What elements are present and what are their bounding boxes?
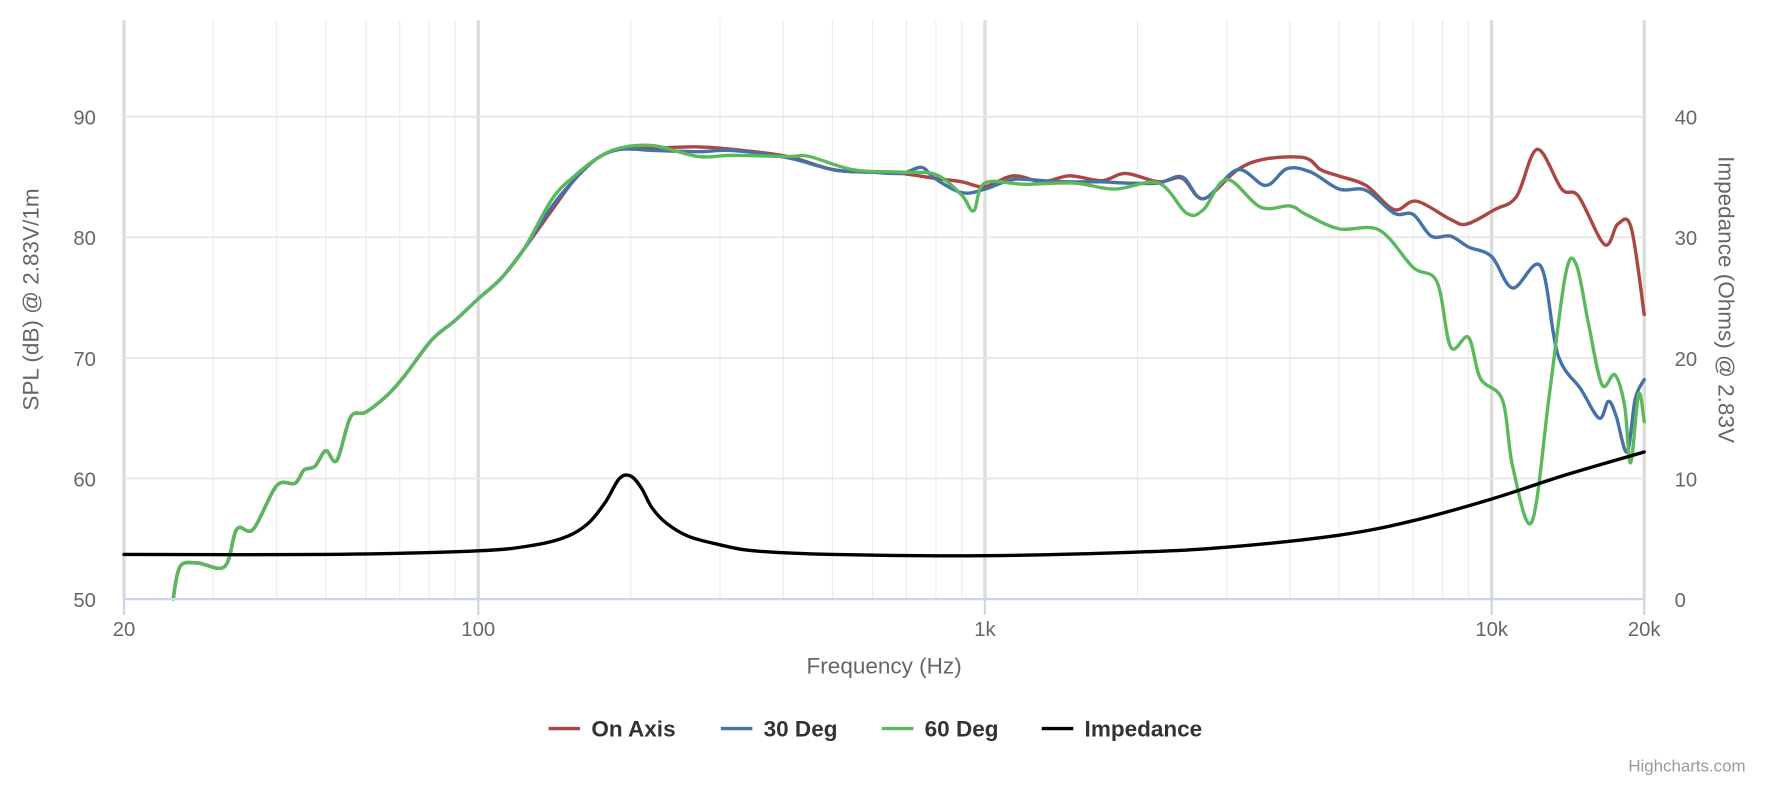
legend-label: 60 Deg (925, 716, 999, 741)
y2-axis-title: Impedance (Ohms) @ 2.83V (1714, 156, 1739, 443)
y2-tick-label: 30 (1675, 228, 1698, 250)
series-line-30-deg (171, 147, 1646, 601)
x-tick-label: 10k (1475, 619, 1509, 641)
y-tick-label: 60 (73, 469, 96, 491)
x-tick-label: 20 (113, 619, 136, 641)
x-tick-label: 1k (974, 619, 996, 641)
credit-link[interactable]: Highcharts.com (1628, 756, 1745, 775)
legend-item-on-axis[interactable]: On Axis (548, 716, 676, 741)
y2-tick-label: 10 (1675, 469, 1698, 491)
series-line-60-deg (171, 143, 1646, 601)
legend-label: On Axis (591, 716, 675, 741)
grid (122, 20, 1646, 600)
y-tick-label: 80 (73, 228, 96, 250)
series-line-impedance (122, 450, 1646, 558)
y-tick-label: 50 (73, 590, 96, 612)
legend: On Axis 30 Deg 60 Deg Impedance (548, 716, 1203, 741)
legend-item-60-deg[interactable]: 60 Deg (881, 716, 999, 741)
y2-tick-label: 20 (1675, 349, 1698, 371)
y2-tick-label: 0 (1675, 590, 1686, 612)
axes: 20 100 1k 10k 20k 50 60 70 80 90 0 10 20 30 40 (73, 108, 1697, 642)
series-line-on-axis (171, 145, 1646, 601)
legend-item-impedance[interactable]: Impedance (1041, 716, 1203, 741)
y-tick-label: 90 (73, 108, 96, 130)
x-axis-title: Frequency (Hz) (807, 653, 962, 678)
y-tick-label: 70 (73, 349, 96, 371)
y-axis-title: SPL (dB) @ 2.83V/1m (18, 188, 43, 410)
y2-tick-label: 40 (1675, 108, 1698, 130)
series-lines (122, 143, 1646, 601)
legend-item-30-deg[interactable]: 30 Deg (720, 716, 838, 741)
x-tick-label: 20k (1628, 619, 1662, 641)
legend-label: 30 Deg (764, 716, 838, 741)
legend-label: Impedance (1085, 716, 1203, 741)
x-tick-label: 100 (461, 619, 495, 641)
